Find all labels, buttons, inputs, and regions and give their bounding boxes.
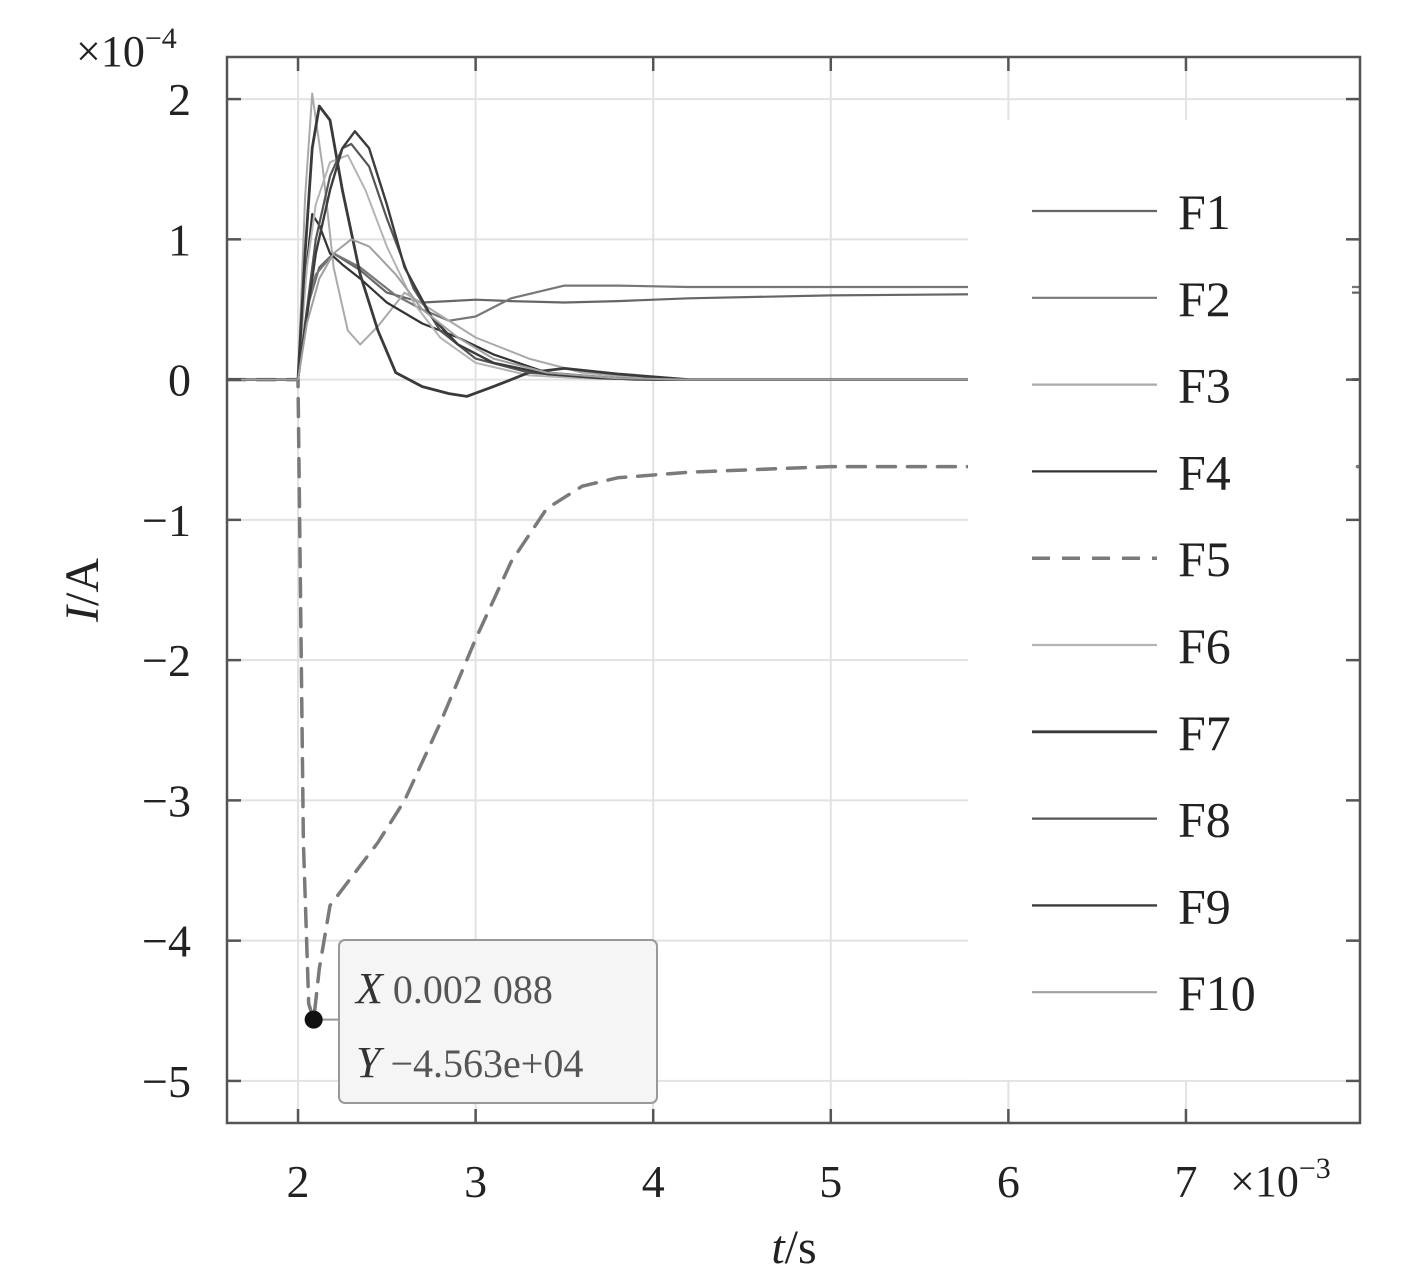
legend-label-f1: F1 (1178, 184, 1231, 240)
legend: F1 F2 F3 F4 F5 F6 F7 F8 F9 F10 (1032, 184, 1256, 1021)
x-tick-label: 2 (287, 1156, 310, 1207)
x-axis-title: t/s (771, 1221, 816, 1274)
datatip-x-row: X 0.002 088 (354, 964, 553, 1013)
legend-label-f2: F2 (1178, 271, 1231, 327)
series-line-f3 (227, 92, 1360, 381)
x-tick-label: 5 (819, 1156, 842, 1207)
legend-label-f8: F8 (1178, 792, 1231, 848)
y-tick-label: −5 (142, 1056, 191, 1107)
series-layer (227, 92, 1360, 1022)
datatip-marker (304, 1010, 323, 1029)
legend-background (968, 120, 1352, 1080)
x-tick-label: 3 (464, 1156, 487, 1207)
legend-label-f7: F7 (1178, 705, 1231, 761)
legend-label-f10: F10 (1178, 965, 1256, 1021)
x-tick-label: 4 (642, 1156, 665, 1207)
legend-label-f5: F5 (1178, 531, 1231, 587)
series-line-f1 (227, 252, 1360, 381)
legend-label-f3: F3 (1178, 358, 1231, 414)
x-tick-label: 7 (1174, 1156, 1197, 1207)
y-tick-label: −2 (142, 635, 191, 686)
legend-label-f9: F9 (1178, 878, 1231, 934)
axis-ticks: 2 3 4 5 6 7 2 1 0 −1 −2 −3 −4 −5 (142, 57, 1360, 1207)
x-tick-label: 6 (997, 1156, 1020, 1207)
series-line-f7 (227, 104, 1360, 398)
datatip-y-row: Y −4.563e+04 (356, 1038, 583, 1087)
plot-frame (225, 55, 1362, 1125)
series-line-f5 (227, 377, 1360, 1022)
x-axis-multiplier: ×10−3 (1230, 1152, 1331, 1206)
y-tick-label: 0 (168, 355, 191, 406)
y-axis-title: I/A (56, 558, 109, 623)
y-tick-label: −1 (142, 495, 191, 546)
series-line-f6 (227, 154, 1360, 381)
y-tick-label: 2 (168, 74, 191, 125)
datatip-box (338, 939, 658, 1104)
legend-label-f6: F6 (1178, 618, 1231, 674)
y-tick-label: −4 (142, 916, 191, 967)
y-axis-multiplier: ×10−4 (76, 22, 177, 76)
series-line-f10 (227, 238, 1360, 381)
series-line-f9 (227, 130, 1360, 381)
legend-label-f4: F4 (1178, 444, 1231, 500)
y-tick-label: −3 (142, 775, 191, 826)
y-tick-label: 1 (168, 214, 191, 265)
datatip: X 0.002 088 Y −4.563e+04 (304, 939, 658, 1104)
